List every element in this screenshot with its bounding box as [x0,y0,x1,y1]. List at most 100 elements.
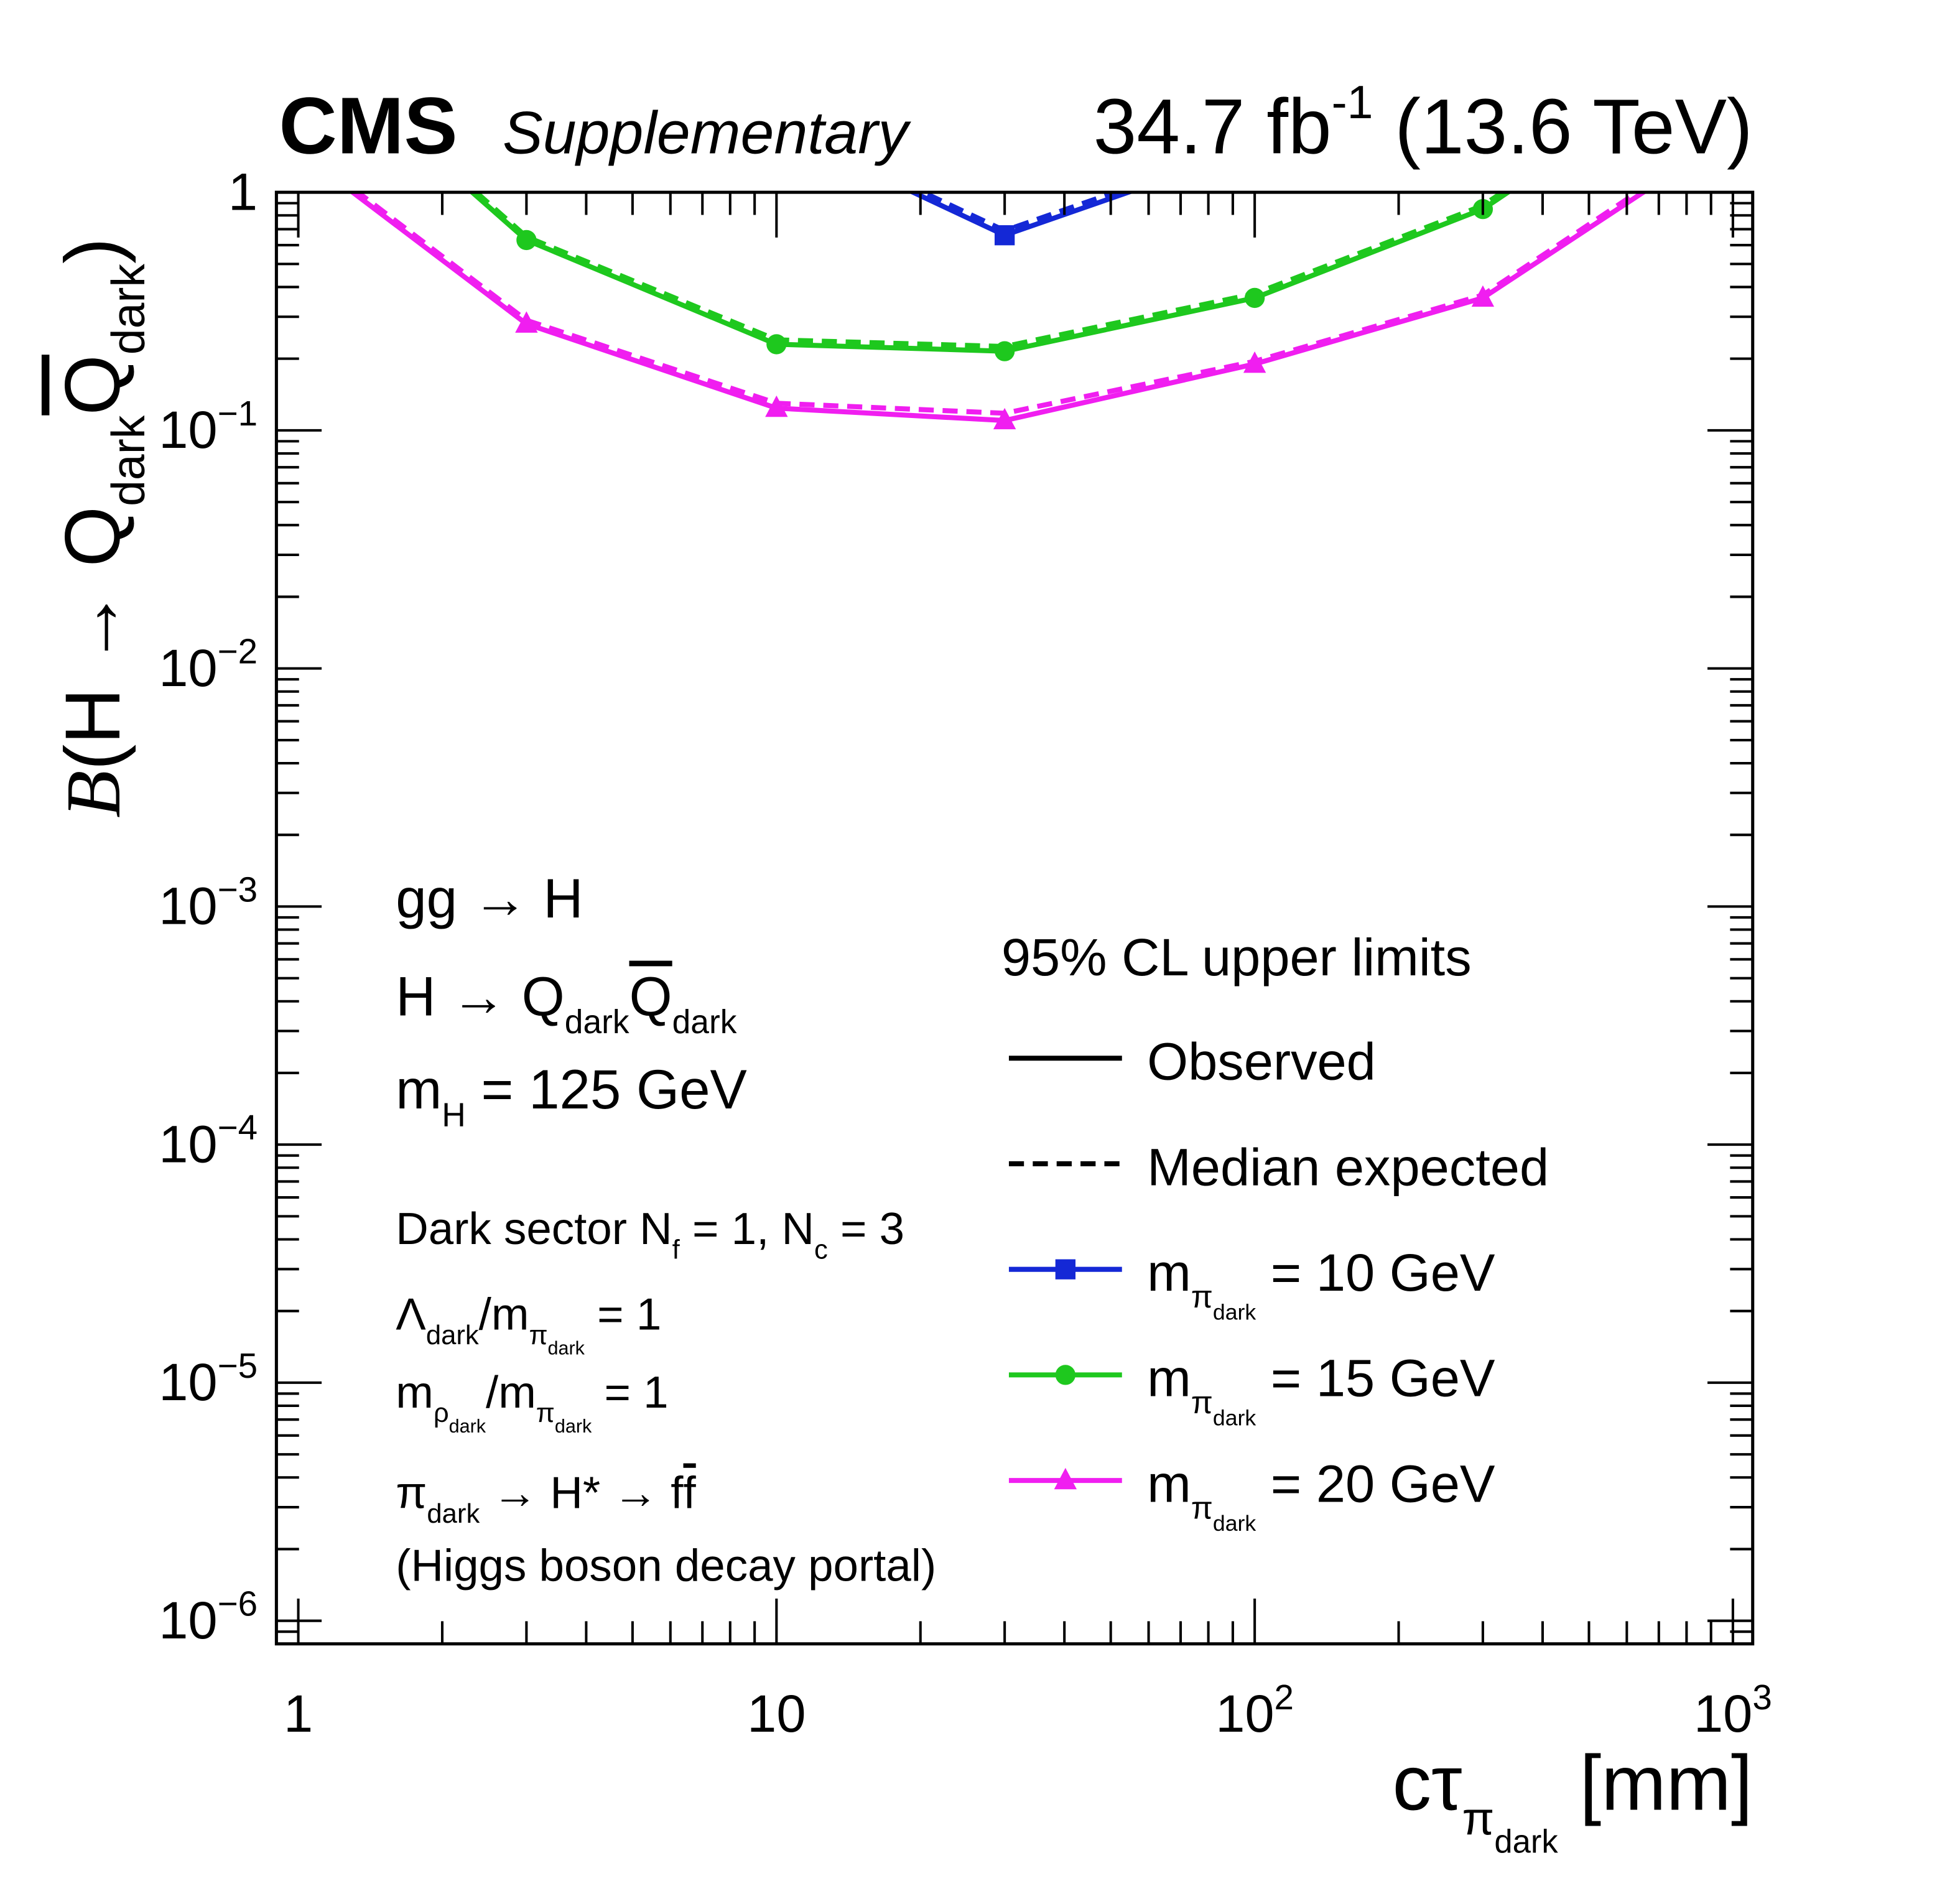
cms-subtitle: Supplementary [503,98,912,166]
text-part: dark [102,264,154,355]
text-part: π [1191,1490,1213,1526]
tick-exponent: −6 [218,1584,258,1623]
tick-base: 10 [159,400,217,459]
tick-exponent: −1 [218,394,258,433]
text-part: f [684,1468,697,1518]
text-part: H → Q [396,966,565,1028]
annotation: πdark → H* → ff [396,1468,696,1529]
text-part: dark [1213,1405,1256,1430]
text-part: = 125 GeV [466,1059,747,1120]
text-part: dark [672,1004,737,1041]
annotation: (Higgs boson decay portal) [396,1541,936,1591]
tick-exponent: 3 [1752,1678,1772,1717]
marker-circle [1244,287,1265,309]
marker-circle [994,341,1015,361]
text-part: 34.7 fb [1094,83,1332,170]
legend-label: Median expected [1147,1137,1549,1196]
annotation: gg → H [396,868,583,929]
marker-circle [766,334,787,355]
marker-triangle [1471,285,1495,307]
text-part: = 1 [585,1289,661,1340]
y-tick-label: 10−6 [159,1584,258,1650]
marker-circle [1055,1365,1076,1385]
tick-base: 10 [1694,1684,1752,1743]
legend-title: 95% CL upper limits [1001,927,1472,987]
x-tick-label: 103 [1694,1678,1772,1743]
text-part: = 15 GeV [1256,1349,1495,1408]
legend-label: Observed [1147,1032,1376,1091]
text-part: [mm] [1558,1739,1753,1826]
text-part: π [1462,1793,1495,1845]
text-part: dark [1494,1823,1558,1860]
y-tick-label: 10−4 [159,1108,258,1173]
text-part: dark [548,1338,585,1359]
marker-square [1055,1259,1076,1279]
text-part: ρ [434,1398,449,1428]
y-tick-label: 10−5 [159,1346,258,1411]
x-tick-label: 102 [1215,1678,1294,1743]
text-part: (H → Q [49,506,136,770]
text-part: m [1147,1349,1191,1408]
text-part: = 20 GeV [1256,1454,1495,1513]
text-part: dark [426,1321,479,1350]
text-part: Dark sector N [396,1204,672,1254]
text-part: = 1, N [680,1204,814,1254]
y-axis-label: B(H → QdarkQdark) [49,238,154,818]
text-part: dark [427,1499,480,1529]
marker-triangle [1243,351,1266,373]
text-part: B [50,770,137,818]
tick-exponent: 2 [1275,1678,1294,1717]
y-tick-label: 1 [228,162,258,221]
tick-exponent: −2 [218,632,258,671]
tick-base: 10 [159,876,217,936]
tick-base: 10 [159,638,217,697]
x-axis-label: cτπdark [mm] [1392,1739,1752,1860]
text-part: π [529,1321,547,1350]
text-part: = 3 [828,1204,904,1254]
legend-label: mπdark = 20 GeV [1147,1454,1495,1536]
y-tick-label: 10−1 [159,394,258,459]
text-part: Q [629,966,672,1028]
text-part: (13.6 TeV) [1373,83,1752,170]
text-part: Λ [396,1289,426,1340]
text-part: /m [486,1367,536,1418]
marker-triangle [1054,1467,1077,1490]
text-part: π [536,1398,555,1428]
text-part: → H* → f [480,1468,684,1518]
tick-base: 10 [159,1352,217,1411]
text-part: (Higgs boson decay portal) [396,1541,936,1591]
text-part: dark [565,1004,629,1041]
x-tick-label: 1 [284,1684,313,1743]
text-part: π [1191,1279,1213,1314]
annotation: Λdark/mπdark = 1 [396,1289,661,1359]
annotation: H → QdarkQdark [396,966,736,1041]
text-part: gg → H [396,868,583,929]
text-part: Q [49,355,136,415]
y-tick-label: 10−2 [159,632,258,697]
luminosity-label: 34.7 fb-1 (13.6 TeV) [1094,76,1753,170]
text-part: π [1191,1385,1213,1420]
text-part: H [442,1097,466,1133]
text-part: m [396,1059,442,1120]
tick-exponent: −4 [218,1108,258,1147]
text-part: = 1 [592,1367,668,1418]
text-part: = 10 GeV [1256,1243,1495,1302]
text-part: m [1147,1454,1191,1513]
cms-label: CMS [279,81,457,170]
text-part: π [396,1468,427,1518]
tick-exponent: −5 [218,1346,258,1385]
text-part: cτ [1392,1739,1462,1826]
annotation: Dark sector Nf = 1, Nc = 3 [396,1204,904,1265]
text-part: c [814,1235,828,1265]
text-part: -1 [1332,76,1373,128]
annotation: mρdark/mπdark = 1 [396,1367,668,1437]
text-part: dark [449,1416,486,1437]
x-tick-label: 10 [747,1684,806,1743]
text-part: dark [102,415,154,506]
tick-base: 10 [1215,1684,1274,1743]
marker-square [994,225,1015,246]
text-part: dark [1213,1300,1256,1325]
